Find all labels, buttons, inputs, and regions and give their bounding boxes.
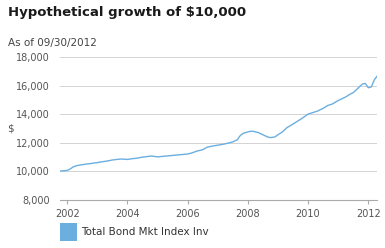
Y-axis label: $: $ [7,123,14,133]
Text: Total Bond Mkt Index Inv: Total Bond Mkt Index Inv [81,227,208,237]
Text: As of 09/30/2012: As of 09/30/2012 [8,38,97,48]
Text: Hypothetical growth of $10,000: Hypothetical growth of $10,000 [8,6,246,19]
